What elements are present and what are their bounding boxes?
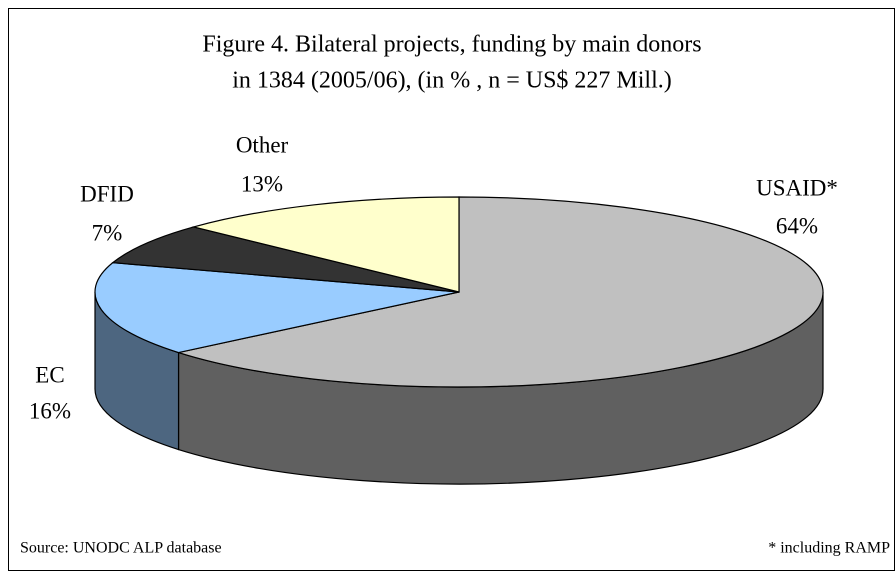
- slice: [191, 196, 460, 293]
- slice-value-label: 64%: [776, 213, 818, 238]
- chart-subtitle: in 1384 (2005/06), (in % , n = US$ 227 M…: [232, 68, 672, 94]
- slice-label: DFID: [80, 181, 134, 206]
- slice: [176, 196, 824, 388]
- slice: [94, 262, 460, 354]
- slice-label: Other: [236, 132, 289, 157]
- slice-value-label: 13%: [241, 171, 283, 196]
- slice-value-label: 16%: [29, 398, 71, 423]
- slice-value-label: 7%: [92, 220, 123, 245]
- slice-label: EC: [35, 362, 64, 387]
- slice: [111, 226, 460, 293]
- source-note: Source: UNODC ALP database: [20, 540, 222, 557]
- chart-title: Figure 4. Bilateral projects, funding by…: [202, 32, 701, 58]
- slice-label: USAID*: [756, 175, 838, 200]
- footnote: * including RAMP: [768, 540, 890, 557]
